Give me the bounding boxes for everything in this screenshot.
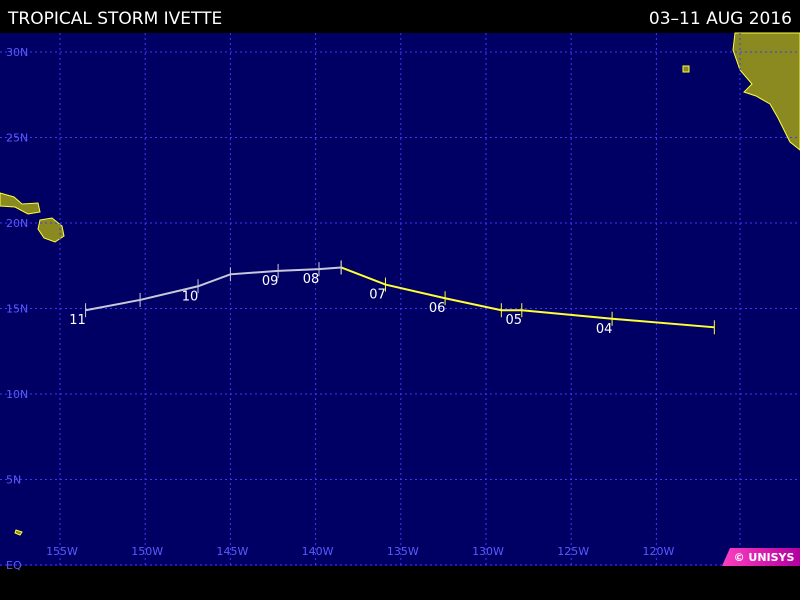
lon-label: 140W [302,545,334,558]
lon-label: 150W [131,545,163,558]
credit: © UNISYS [734,551,795,564]
lon-label: 135W [387,545,419,558]
lat-label: 20N [6,217,28,230]
land [0,32,800,536]
lon-label: 130W [472,545,504,558]
dates: 03–11 AUG 2016 [649,9,792,29]
lat-label: 30N [6,46,28,59]
day-label: 11 [69,313,86,328]
lat-label: 25N [6,132,28,145]
lon-label: 145W [216,545,248,558]
day-label: 06 [429,301,446,316]
lon-label: 120W [642,545,674,558]
title: TROPICAL STORM IVETTE [7,9,222,29]
day-label: 04 [596,322,613,337]
day-label: 09 [262,274,279,289]
credit-badge [722,548,800,566]
lat-label: 15N [6,303,28,316]
day-label: 08 [303,272,320,287]
lat-label: 10N [6,388,28,401]
land-island [14,529,23,536]
storm-track: 04 05 06 07 08 09 10 11 [69,260,715,337]
lat-label: EQ [6,559,22,572]
land-oahu [0,192,41,215]
lat-label: 5N [6,474,21,487]
lon-label: 125W [557,545,589,558]
day-label: 05 [506,313,523,328]
ocean [0,33,800,566]
lon-label: 155W [46,545,78,558]
day-label: 07 [369,288,386,303]
land-island [682,65,690,73]
graticule: 30N 25N 20N 15N 10N 5N EQ 155W 150W 145W 140W 135W 1… [0,33,800,572]
land-baja [732,32,800,151]
day-label: 10 [182,289,199,304]
